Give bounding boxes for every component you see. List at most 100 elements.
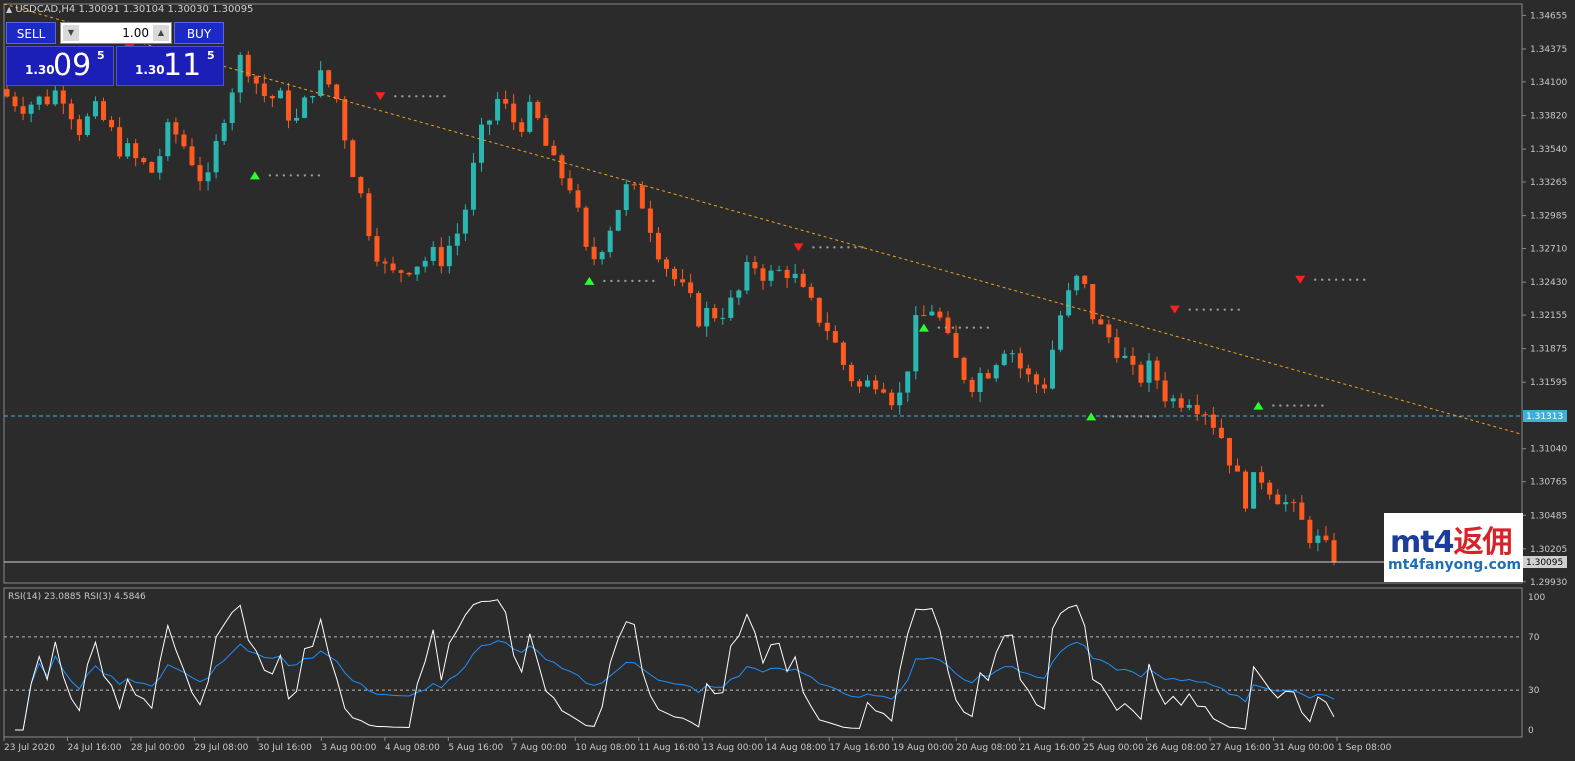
x-tick-label: 28 Jul 00:00: [131, 743, 185, 753]
y-tick-label: 1.33540: [1530, 145, 1567, 155]
buy-price-box[interactable]: 1.30 11 5: [116, 46, 224, 86]
candle-body: [310, 95, 316, 98]
candle-body: [519, 122, 525, 132]
candle-body: [342, 99, 348, 141]
candle-body: [599, 252, 605, 260]
candle-body: [422, 260, 428, 267]
y-tick-label: 1.34375: [1530, 45, 1567, 55]
stop-dot: [951, 326, 955, 329]
candle-body: [28, 104, 34, 114]
candle-body: [1082, 275, 1088, 285]
current-price-tag: [1523, 556, 1567, 569]
candle-body: [1170, 398, 1176, 402]
candle-body: [1218, 427, 1224, 439]
candle-body: [1315, 535, 1321, 543]
buy-arrow-icon: [584, 276, 595, 285]
candle-body: [390, 263, 396, 271]
candle-body: [736, 290, 742, 298]
candle-body: [1098, 319, 1104, 325]
candle-body: [20, 106, 26, 114]
stop-dot: [610, 279, 613, 283]
candle-body: [1066, 290, 1072, 316]
candle-body: [1251, 472, 1257, 509]
candle-body: [889, 392, 895, 406]
level-price-tag: [1523, 410, 1567, 423]
stop-dot: [819, 246, 822, 249]
sell-button[interactable]: SELL: [6, 22, 56, 44]
y-tick-label: 1.33820: [1530, 111, 1567, 121]
candle-body: [1291, 502, 1297, 504]
candle-body: [1146, 360, 1152, 383]
buy-button[interactable]: BUY: [174, 22, 224, 44]
stop-dot: [268, 174, 272, 177]
candle-body: [583, 207, 589, 247]
candle-body: [752, 262, 758, 269]
x-tick-label: 25 Aug 00:00: [1083, 743, 1144, 753]
candle-body: [744, 262, 750, 291]
stop-dot: [1118, 415, 1122, 418]
candle-body: [1114, 337, 1120, 358]
candle-body: [527, 101, 533, 132]
candle-body: [1234, 465, 1240, 472]
y-tick-label: 1.30485: [1530, 511, 1567, 521]
candle-body: [953, 333, 959, 358]
candle-body: [543, 118, 549, 146]
candle-body: [848, 364, 854, 382]
candle-body: [495, 98, 501, 121]
rsi-tick-label: 30: [1528, 686, 1540, 696]
candle-body: [816, 297, 822, 323]
candle-body: [398, 270, 404, 273]
candle-body: [1210, 414, 1216, 428]
lot-increase-icon[interactable]: ▲: [153, 25, 169, 41]
candle-body: [237, 54, 243, 93]
candle-body: [374, 236, 380, 262]
stop-dot: [1300, 404, 1303, 407]
candle-body: [639, 185, 645, 209]
stop-dot: [1341, 278, 1345, 281]
stop-dot: [833, 246, 836, 249]
stop-dot: [1307, 404, 1310, 407]
candle-body: [44, 96, 50, 105]
sell-price-box[interactable]: 1.30 09 5: [6, 46, 114, 86]
candle-body: [261, 83, 267, 97]
lot-size-input[interactable]: [81, 24, 149, 42]
candle-body: [487, 120, 493, 125]
stop-dot: [1209, 308, 1212, 311]
stop-dot: [1216, 308, 1219, 311]
y-tick-label: 1.30765: [1530, 478, 1567, 488]
stop-dot: [282, 174, 286, 177]
y-tick-label: 1.33265: [1530, 178, 1567, 188]
stop-dot: [429, 95, 432, 98]
candle-body: [760, 268, 766, 281]
lot-decrease-icon[interactable]: ▼: [63, 25, 79, 41]
y-tick-label: 1.31875: [1530, 345, 1567, 355]
mt4fanyong-logo: mt4返佣 mt4fanyong.com: [1384, 513, 1523, 582]
candle-body: [1074, 275, 1080, 291]
candle-body: [479, 124, 485, 163]
candle-body: [197, 165, 203, 182]
candle-body: [165, 122, 171, 157]
candle-body: [76, 119, 82, 135]
x-tick-label: 19 Aug 00:00: [893, 743, 954, 753]
candle-body: [961, 357, 967, 380]
candle-body: [12, 96, 18, 107]
candle-body: [213, 141, 219, 173]
candle-body: [366, 193, 372, 237]
candle-body: [615, 210, 621, 231]
candle-body: [1025, 368, 1031, 375]
stop-dot: [1188, 308, 1191, 311]
candle-body: [591, 246, 597, 260]
chart-symbol-info: ▲ USDCAD,H4 1.30091 1.30104 1.30030 1.30…: [6, 4, 254, 15]
y-tick-label: 1.32430: [1530, 278, 1567, 288]
stop-dot: [645, 279, 648, 283]
stop-dot: [1321, 404, 1324, 407]
stop-dot: [1111, 415, 1115, 418]
y-tick-label: 1.32710: [1530, 245, 1567, 255]
candle-body: [269, 96, 275, 99]
stop-dot: [1362, 278, 1366, 281]
candle-body: [4, 89, 10, 97]
candle-body: [1001, 353, 1007, 366]
stop-dot: [1293, 404, 1296, 407]
stop-dot: [847, 246, 850, 249]
